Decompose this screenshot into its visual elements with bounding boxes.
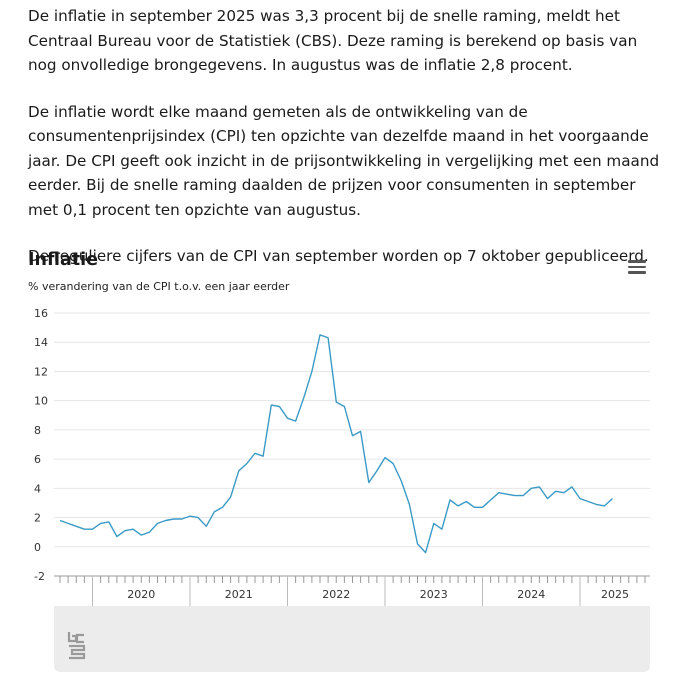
grid-lines: [54, 312, 650, 548]
paragraph-1: De inflatie in september 2025 was 3,3 pr…: [28, 7, 638, 74]
y-tick-label: 0: [34, 541, 41, 554]
series-line: [59, 334, 613, 554]
y-tick-label: 12: [34, 365, 48, 378]
y-tick-label: -2: [34, 570, 45, 583]
y-tick-label: 2: [34, 512, 41, 525]
paragraph-2: De inflatie wordt elke maand gemeten als…: [28, 102, 660, 219]
y-tick-label: 16: [34, 307, 48, 320]
y-tick-label: 6: [34, 453, 41, 466]
y-tick-label: 4: [34, 482, 41, 495]
inflation-series-line: [59, 334, 613, 554]
article-text: De inflatie in september 2025 was 3,3 pr…: [28, 4, 668, 291]
x-year-label: 2025: [601, 588, 629, 601]
chart-subtitle: % verandering van de CPI t.o.v. een jaar…: [28, 280, 290, 293]
cbs-logo-icon: [67, 632, 86, 660]
x-year-label: 2021: [225, 588, 253, 601]
y-tick-label: 14: [34, 336, 48, 349]
chart-menu-icon[interactable]: [628, 260, 646, 276]
x-year-label: 2023: [420, 588, 448, 601]
y-axis-ticks: 16 14 12 10 8 6 4 2 0 -2: [34, 307, 48, 583]
chart-title: Inflatie: [28, 250, 98, 270]
x-axis: 2020 2021 2022 2023 2024 2025: [54, 575, 650, 606]
x-year-label: 2024: [517, 588, 545, 601]
x-year-label: 2020: [127, 588, 155, 601]
x-year-label: 2022: [322, 588, 350, 601]
navigator-panel[interactable]: [54, 606, 650, 672]
paragraph-3: De reguliere cijfers van de CPI van sept…: [28, 247, 649, 265]
y-tick-label: 10: [34, 395, 48, 408]
y-tick-label: 8: [34, 424, 41, 437]
